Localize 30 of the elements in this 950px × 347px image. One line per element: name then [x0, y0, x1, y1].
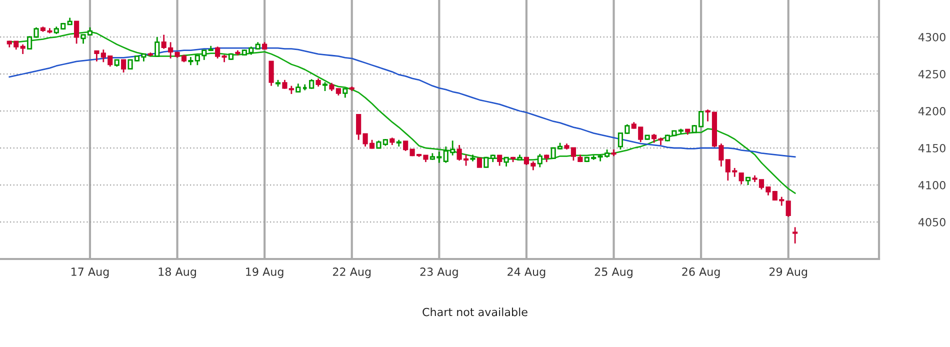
x-tick-label: 19 Aug — [246, 268, 284, 278]
candlestick — [738, 172, 744, 185]
candlestick — [94, 50, 100, 62]
y-tick-label: 4300 — [918, 32, 946, 42]
candlestick — [309, 78, 314, 90]
x-tick-label: 29 Aug — [769, 268, 808, 278]
y-tick-label: 4200 — [918, 106, 946, 116]
candlestick — [403, 140, 408, 152]
x-tick-label: 18 Aug — [158, 268, 196, 278]
candlestick — [786, 200, 791, 218]
candlestick — [268, 60, 274, 87]
text: Chart not available — [422, 308, 528, 316]
x-tick-label: 23 Aug — [420, 268, 458, 278]
x-tick-label: 17 Aug — [72, 268, 109, 278]
y-tick-label: 4100 — [918, 180, 946, 190]
candlestick — [792, 226, 798, 244]
x-tick-label: 26 Aug — [682, 268, 720, 278]
x-tick-label: 22 Aug — [333, 268, 371, 278]
y-tick-label: 4150 — [918, 144, 946, 152]
candlestick — [74, 20, 80, 44]
y-tick-label: 4250 — [918, 70, 946, 78]
candlestick — [537, 153, 542, 168]
y-tick-label: 4050 — [918, 218, 946, 226]
candlestick — [497, 154, 502, 166]
x-tick-label: 24 Aug — [508, 268, 546, 278]
candlestick — [154, 36, 160, 57]
candlestick — [121, 59, 126, 74]
x-tick-label: 25 Aug — [594, 268, 632, 278]
candlestick — [356, 114, 362, 141]
candlestick — [20, 44, 26, 55]
